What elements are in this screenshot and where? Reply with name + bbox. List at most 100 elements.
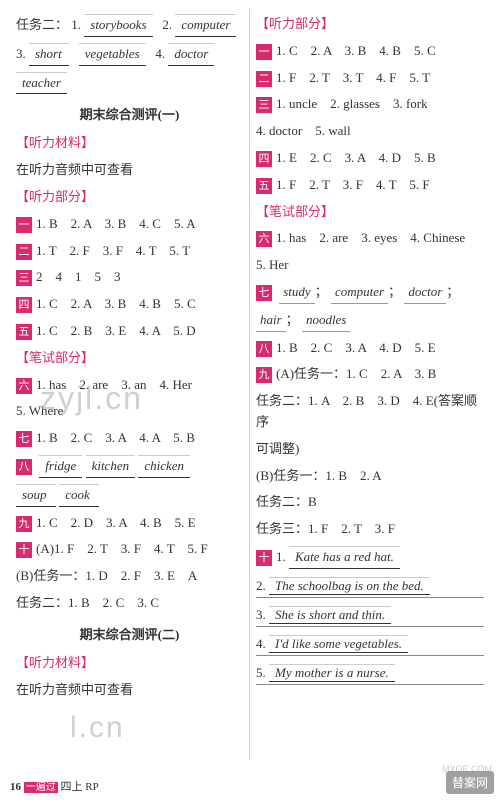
ans-1: 1. B 2. A 3. B 4. C 5. A [36,216,196,231]
row-8: 八 fridge kitchen chicken [16,455,243,478]
r-row-6b: 5. Her [256,255,484,276]
r-row-1: 一 1. C 2. A 3. B 4. B 5. C [256,41,484,62]
rbox-7: 七 [256,285,272,301]
box-6: 六 [16,378,32,394]
listen-note-2: 在听力音频中可查看 [16,680,243,701]
listen-part-1: 【听力部分】 [16,187,243,208]
sent-3: She is short and thin. [269,606,391,624]
ans-10a: (A)1. F 2. T 3. F 4. T 5. F [36,541,208,556]
n3: 3. [16,46,26,61]
task2-row2: 3. short vegetables 4. doctor [16,43,243,66]
row-4: 四1. C 2. A 3. B 4. B 5. C [16,294,243,315]
box-7: 七 [16,431,32,447]
rbox-8: 八 [256,341,272,357]
r-row-9b: 任务二：1. A 2. B 3. D 4. E(答案顺序 [256,391,484,433]
rbox-1: 一 [256,44,272,60]
r-ans-2: 1. F 2. T 3. T 4. F 5. T [276,70,430,85]
task2-row1: 任务二： 1. storybooks 2. computer [16,14,243,37]
box-8: 八 [16,459,32,475]
r-ans-9a: (A)任务一：1. C 2. A 3. B [276,366,436,381]
sent-2: The schoolbag is on the bed. [269,577,430,595]
r-row-9f: 任务三：1. F 2. T 3. F [256,519,484,540]
w-fridge: fridge [39,455,82,478]
sent-4: I'd like some vegetables. [269,635,408,653]
w-hair: hair [256,310,286,332]
r-row-10: 十1. Kate has a red hat. [256,546,484,569]
rbox-6: 六 [256,231,272,247]
ans-4: 1. C 2. A 3. B 4. B 5. C [36,296,196,311]
rbox-5: 五 [256,178,272,194]
sent-row-2: 2. The schoolbag is on the bed. [256,575,484,598]
ans-7: 1. B 2. C 3. A 4. A 5. B [36,430,195,445]
r-row-6a: 六 1. has 2. are 3. eyes 4. Chinese [256,228,484,249]
right-column: 【听力部分】 一 1. C 2. A 3. B 4. B 5. C 二1. F 2… [250,8,490,760]
w-soup: soup [16,484,56,507]
row-9: 九 1. C 2. D 3. A 4. B 5. E [16,513,243,534]
w-noodles: noodles [302,310,350,332]
box-2: 二 [16,244,32,260]
w-cook: cook [59,484,99,507]
listen-material-1: 【听力材料】 [16,133,243,154]
r-ans-5: 1. F 2. T 3. F 4. T 5. F [276,177,430,192]
listen-material-2: 【听力材料】 [16,653,243,674]
n2: 2. [162,17,172,32]
r-row-2: 二1. F 2. T 3. T 4. F 5. T [256,68,484,89]
r-row-9d: (B)任务一：1. B 2. A [256,466,484,487]
r-row-7: 七 study； computer； doctor； [256,282,484,304]
n4: 4. [155,46,165,61]
sent-1: Kate has a red hat. [289,546,400,569]
footer-suffix: 四上 RP [61,781,99,793]
w-kitchen: kitchen [86,455,136,478]
row-1: 一 1. B 2. A 3. B 4. C 5. A [16,214,243,235]
rbox-3: 三 [256,97,272,113]
box-9: 九 [16,516,32,532]
ans-3: 2 4 1 5 3 [36,269,121,284]
ans-2: 1. T 2. F 3. F 4. T 5. T [36,243,190,258]
w-teacher: teacher [16,72,67,95]
rbox-10: 十 [256,550,272,566]
box-3: 三 [16,270,32,286]
r-row-9e: 任务二：B [256,492,484,513]
w-chicken: chicken [138,455,190,478]
r-ans-8: 1. B 2. C 3. A 4. D 5. E [276,340,436,355]
left-column: 任务二： 1. storybooks 2. computer 3. short … [10,8,250,760]
ans-5: 1. C 2. B 3. E 4. A 5. D [36,323,196,338]
r-row-9c: 可调整) [256,439,484,460]
r-ans-6a: 1. has 2. are 3. eyes 4. Chinese [276,230,465,245]
row-7: 七 1. B 2. C 3. A 4. A 5. B [16,428,243,449]
exam2-title: 期末综合测评(二) [16,624,243,643]
r-ans-4: 1. E 2. C 3. A 4. D 5. B [276,150,436,165]
row-5: 五 1. C 2. B 3. E 4. A 5. D [16,321,243,342]
r-ans-3a: 1. uncle 2. glasses 3. fork [276,96,428,111]
exam1-title: 期末综合测评(一) [16,104,243,123]
r-row-3a: 三 1. uncle 2. glasses 3. fork [256,94,484,115]
page-number: 16 [10,781,21,793]
sent-5: My mother is a nurse. [269,664,395,682]
rbox-9: 九 [256,367,272,383]
w-doctor: doctor [168,43,214,66]
sent-row-4: 4. I'd like some vegetables. [256,633,484,656]
row-6b: 5. Where [16,401,243,422]
r-ans-1: 1. C 2. A 3. B 4. B 5. C [276,43,436,58]
r-row-9a: 九 (A)任务一：1. C 2. A 3. B [256,364,484,385]
task2-row3: teacher [16,72,243,95]
sent-row-3: 3. She is short and thin. [256,604,484,627]
listen-part-r: 【听力部分】 [256,14,484,35]
page-footer: 16 一遍过 四上 RP [10,778,99,794]
w-computer: computer [175,14,236,37]
sent-row-5: 5. My mother is a nurse. [256,662,484,685]
box-1: 一 [16,217,32,233]
ans-9: 1. C 2. D 3. A 4. B 5. E [36,515,196,530]
write-part-r: 【笔试部分】 [256,202,484,223]
row-6: 六 1. has 2. are 3. an 4. Her [16,375,243,396]
corner-mark: 替案网 [446,771,494,794]
r-row-7b: hair； noodles [256,310,484,332]
box-5: 五 [16,324,32,340]
ans-6: 1. has 2. are 3. an 4. Her [36,377,192,392]
task2-label: 任务二： [16,17,68,32]
n1: 1. [71,17,81,32]
box-10: 十 [16,542,32,558]
w-short: short [29,43,69,66]
r-row-4: 四1. E 2. C 3. A 4. D 5. B [256,148,484,169]
w-doctor2: doctor [404,282,446,304]
